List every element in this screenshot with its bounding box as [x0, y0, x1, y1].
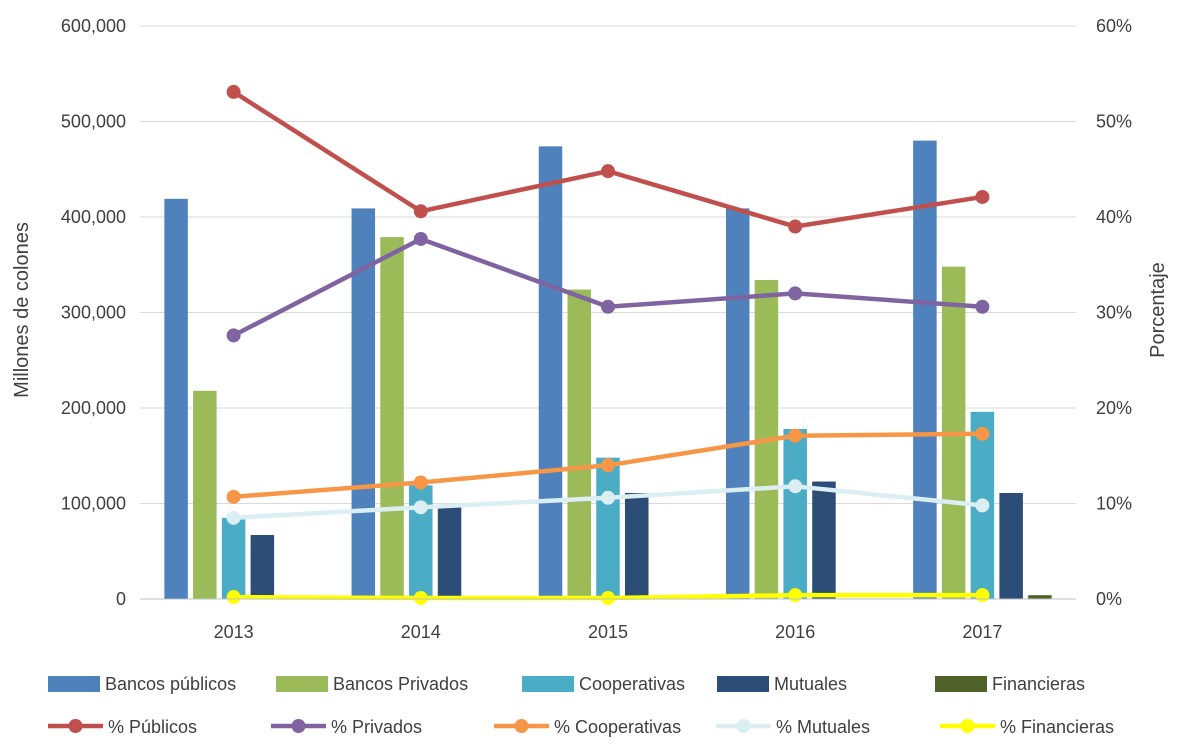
series-line: [231, 236, 985, 338]
y-tick-label: 100,000: [61, 494, 126, 514]
line-point: [788, 479, 803, 494]
bar: [250, 535, 275, 599]
bar: [783, 429, 807, 599]
line-point: [975, 498, 990, 513]
bar: [567, 289, 591, 599]
x-tick-label: 2016: [775, 622, 815, 642]
y2-axis-title: Porcentaje: [1147, 262, 1169, 358]
line-point: [601, 164, 615, 179]
y2-tick-label: 50%: [1096, 112, 1132, 132]
y2-tick-label: 40%: [1096, 207, 1132, 227]
line-point: [413, 591, 428, 606]
bar: [999, 492, 1023, 599]
line-point: [413, 231, 428, 246]
bar: [725, 208, 750, 599]
line-point: [601, 458, 615, 473]
legend-label: % Privados: [331, 717, 422, 737]
y-tick-label: 300,000: [61, 303, 126, 323]
bar: [351, 208, 376, 599]
legend-swatch: [522, 676, 574, 692]
x-tick-label: 2014: [401, 622, 441, 642]
line-point: [975, 426, 990, 441]
line-point: [601, 299, 615, 314]
legend-label: % Financieras: [1000, 717, 1114, 737]
x-tick-label: 2017: [962, 622, 1002, 642]
line-point: [226, 590, 241, 605]
line-point: [788, 219, 803, 234]
legend-marker: [514, 719, 529, 733]
bars: [164, 140, 1052, 600]
x-tick-label: 2015: [588, 622, 628, 642]
bar: [625, 492, 649, 599]
legend-label: Bancos Privados: [333, 674, 468, 694]
line-point: [601, 591, 615, 606]
series-line: [231, 89, 985, 229]
y2-tick-label: 10%: [1096, 494, 1132, 514]
y-axis-title: Millones de colones: [11, 222, 33, 398]
lines: [226, 84, 990, 606]
y2-tick-label: 0%: [1096, 589, 1122, 609]
line-point: [413, 204, 428, 219]
legend-marker: [960, 719, 975, 733]
line-point: [601, 490, 615, 505]
legend-marker: [291, 719, 306, 733]
bar: [437, 507, 462, 599]
y-tick-label: 400,000: [61, 207, 126, 227]
bar: [164, 198, 188, 600]
y-tick-label: 500,000: [61, 112, 126, 132]
axes: 0 0% 100,000 10% 200,000 20% 300,000 30% 400,000…: [61, 16, 1132, 642]
line-point: [975, 189, 990, 204]
bar: [812, 481, 836, 599]
legend-label: % Mutuales: [776, 717, 870, 737]
y-tick-label: 0: [116, 589, 126, 609]
legend: Bancos públicos Bancos Privados Cooperativ…: [48, 674, 1114, 737]
bar: [1028, 595, 1052, 599]
legend-label: Bancos públicos: [105, 674, 236, 694]
line-point: [975, 588, 990, 603]
x-tick-label: 2013: [214, 622, 254, 642]
line-point: [788, 428, 803, 443]
y2-tick-label: 60%: [1096, 16, 1132, 36]
line-point: [226, 84, 241, 99]
line-point: [413, 500, 428, 515]
legend-label: % Públicos: [108, 717, 197, 737]
bar: [913, 140, 937, 599]
bar: [221, 517, 246, 599]
bar: [596, 457, 620, 599]
line-point: [788, 286, 803, 301]
line-point: [975, 299, 990, 314]
legend-label: % Cooperativas: [554, 717, 681, 737]
line-point: [226, 328, 241, 343]
line-point: [226, 510, 241, 525]
bar: [380, 237, 404, 599]
legend-label: Financieras: [992, 674, 1085, 694]
y-tick-label: 200,000: [61, 398, 126, 418]
legend-marker: [68, 719, 83, 733]
y2-tick-label: 30%: [1096, 303, 1132, 323]
y2-tick-label: 20%: [1096, 398, 1132, 418]
line-point: [226, 489, 241, 504]
bar: [193, 390, 217, 599]
legend-swatch: [48, 676, 100, 692]
y-tick-label: 600,000: [61, 16, 126, 36]
legend-swatch: [276, 676, 328, 692]
line-point: [788, 588, 803, 603]
legend-label: Cooperativas: [579, 674, 685, 694]
legend-label: Mutuales: [774, 674, 847, 694]
bar: [538, 146, 563, 599]
legend-marker: [736, 719, 751, 733]
legend-swatch: [935, 676, 987, 692]
line-point: [413, 475, 428, 490]
bar: [409, 485, 433, 599]
legend-swatch: [717, 676, 769, 692]
